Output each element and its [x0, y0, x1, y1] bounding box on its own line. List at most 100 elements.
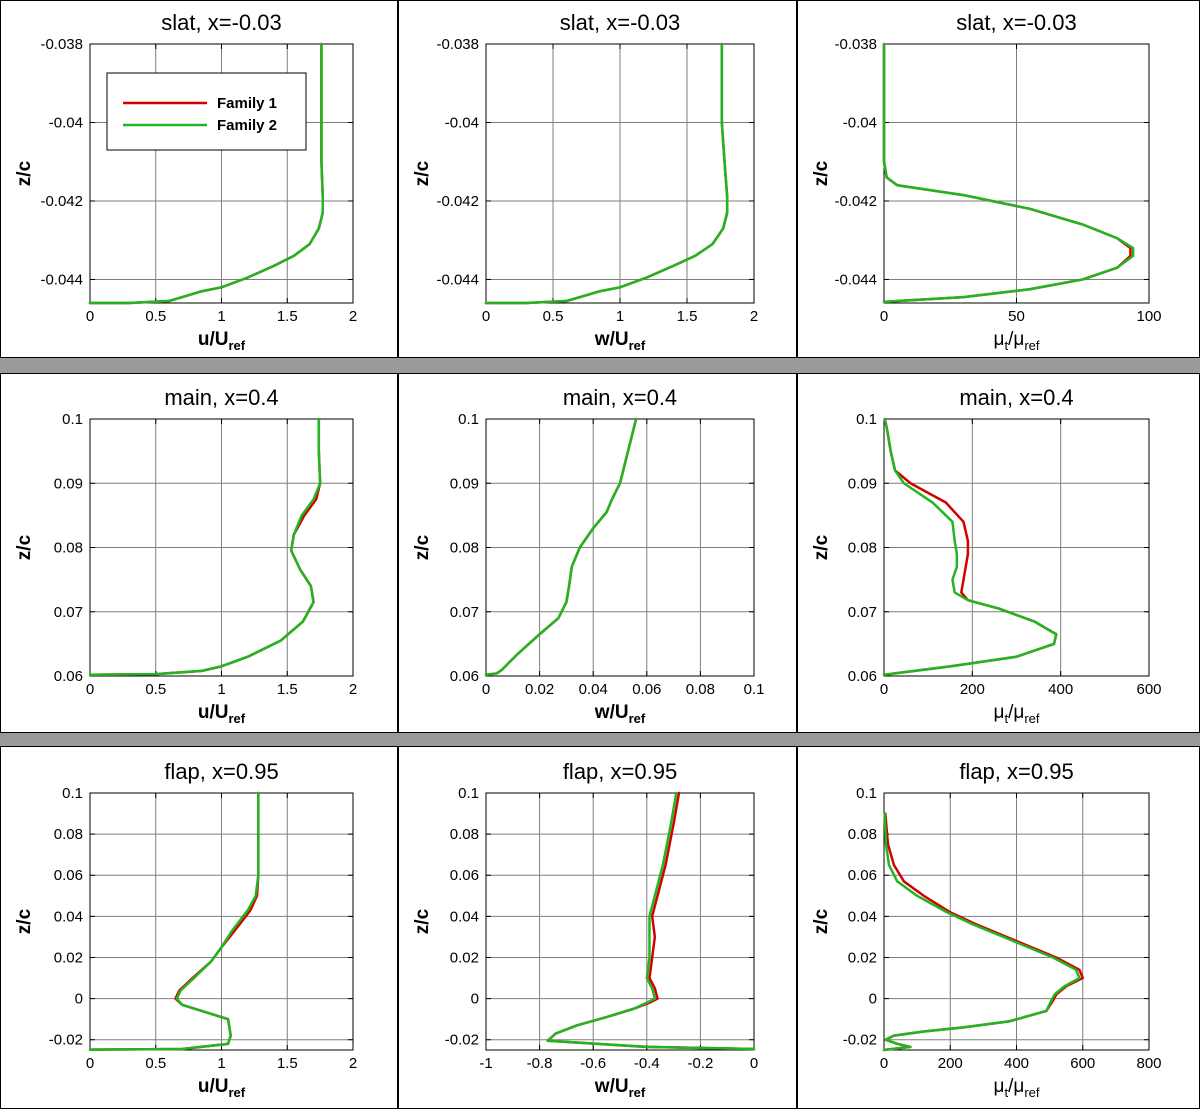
legend-box: [106, 72, 307, 151]
x-tick-label: 100: [1136, 308, 1161, 325]
series-line: [88, 42, 324, 305]
y-tick-label: -0.02: [445, 1032, 479, 1049]
x-tick-label: 400: [1004, 1055, 1029, 1072]
series-line: [88, 791, 260, 1051]
x-tick-label: 1.5: [677, 308, 698, 325]
x-tick-label: 0: [750, 1055, 758, 1072]
x-axis-label: u/Uref: [198, 702, 246, 726]
y-tick-label: 0.08: [54, 826, 83, 843]
y-tick-label: 0.1: [856, 785, 877, 802]
x-tick-label: 1.5: [277, 1055, 298, 1072]
x-tick-label: 400: [1048, 681, 1073, 698]
x-tick-label: 0: [86, 1055, 94, 1072]
chart-title: flap, x=0.95: [563, 759, 677, 784]
x-tick-label: 0.5: [145, 1055, 166, 1072]
y-tick-label: 0.06: [54, 867, 83, 884]
chart-title: main, x=0.4: [164, 385, 278, 410]
chart-title: flap, x=0.95: [959, 759, 1073, 784]
x-tick-label: 800: [1136, 1055, 1161, 1072]
x-tick-label: 0.5: [145, 308, 166, 325]
x-tick-label: 0: [880, 1055, 888, 1072]
x-tick-label: 0: [482, 681, 490, 698]
x-tick-label: 200: [960, 681, 985, 698]
y-tick-label: 0.09: [848, 475, 877, 492]
series-line: [882, 417, 1058, 676]
y-axis-label: z/c: [811, 908, 832, 934]
y-tick-label: 0.04: [450, 908, 479, 925]
x-tick-label: 1: [217, 1055, 225, 1072]
plot-area: [89, 418, 354, 677]
y-tick-label: -0.044: [834, 271, 877, 288]
x-tick-label: 200: [938, 1055, 963, 1072]
y-tick-label: 0.04: [848, 908, 877, 925]
y-tick-label: 0.09: [450, 475, 479, 492]
plot-area: [485, 792, 755, 1051]
plot-area: [485, 418, 755, 677]
x-tick-label: -0.2: [687, 1055, 713, 1072]
panel-frame: [0, 373, 398, 733]
y-tick-label: -0.044: [436, 271, 479, 288]
x-tick-label: 0.5: [145, 681, 166, 698]
y-tick-label: 0: [869, 991, 877, 1008]
y-tick-label: 0.07: [848, 604, 877, 621]
x-tick-label: 0: [86, 681, 94, 698]
chart-panel: slat, x=-0.03 0 0.5 1 1.5 2 -0.044 -0.042 -0.04 -…: [14, 10, 357, 353]
series-line: [484, 42, 729, 305]
plot-area: [883, 418, 1150, 677]
y-tick-label: -0.044: [40, 271, 83, 288]
chart-title: slat, x=-0.03: [161, 10, 281, 35]
y-axis-label: z/c: [412, 160, 433, 186]
x-tick-label: 1.5: [277, 681, 298, 698]
chart-panel: flap, x=0.950 200 400 600 800-0.0200.020.040…: [811, 759, 1162, 1100]
x-tick-label: 2: [750, 308, 758, 325]
chart-panel: main, x=0.4 0 0.02 0.04 0.06 0.08 0.1 0.06 0.07 0…: [412, 385, 764, 726]
chart-panel: slat, x=-0.03 0 0.5 1 1.5 2 -0.044 -0.042 -0.04 -…: [412, 10, 758, 353]
x-tick-label: 0: [880, 308, 888, 325]
x-tick-label: -0.4: [634, 1055, 660, 1072]
x-tick-label: 600: [1070, 1055, 1095, 1072]
x-tick-label: 0.1: [744, 681, 765, 698]
x-tick-label: -0.6: [580, 1055, 606, 1072]
plot-area: [485, 43, 755, 304]
y-axis-label: z/c: [412, 908, 433, 934]
y-tick-label: -0.038: [40, 36, 83, 53]
chart-panel: flap, x=0.95 -1 -0.8 -0.6 -0.4 -0.2 0 -0.02 0 0.0…: [412, 759, 758, 1100]
y-tick-label: 0.06: [450, 867, 479, 884]
y-tick-label: 0.1: [458, 785, 479, 802]
y-axis-label: z/c: [14, 160, 35, 186]
x-tick-label: 0: [482, 308, 490, 325]
x-tick-label: 600: [1136, 681, 1161, 698]
x-tick-label: 0.08: [686, 681, 715, 698]
x-axis-label: μt/μref: [994, 329, 1040, 353]
y-axis-label: z/c: [14, 908, 35, 934]
panel-frame: [398, 0, 797, 358]
x-tick-label: 0.5: [543, 308, 564, 325]
x-axis-label: u/Uref: [198, 329, 246, 353]
y-tick-label: 0: [75, 991, 83, 1008]
y-axis-label: z/c: [14, 534, 35, 560]
x-axis-label: w/Uref: [594, 329, 646, 353]
chart-title: slat, x=-0.03: [560, 10, 680, 35]
y-tick-label: 0.09: [54, 475, 83, 492]
y-tick-label: 0.06: [848, 668, 877, 685]
x-tick-label: -1: [479, 1055, 492, 1072]
x-axis-label: μt/μref: [994, 702, 1040, 726]
x-tick-label: 2: [349, 308, 357, 325]
y-axis-label: z/c: [412, 534, 433, 560]
chart-title: main, x=0.4: [563, 385, 677, 410]
chart-panel: main, x=0.4 0 200 400 600 0.06 0.07 0.08 0.09 0.1…: [811, 385, 1162, 726]
chart-title: flap, x=0.95: [164, 759, 278, 784]
y-tick-label: 0.1: [856, 411, 877, 428]
x-axis-label: w/Uref: [594, 1076, 646, 1100]
row-separator: [0, 733, 1200, 746]
series-line: [882, 42, 1135, 304]
y-tick-label: 0.08: [450, 540, 479, 557]
y-tick-label: 0.08: [54, 540, 83, 557]
series-line: [88, 417, 322, 676]
chart-panel: slat, x=-0.03 0 50 100 -0.044 -0.042 -0.04 -0.0…: [811, 10, 1162, 353]
x-tick-label: -0.8: [527, 1055, 553, 1072]
y-tick-label: 0.1: [458, 411, 479, 428]
y-tick-label: -0.02: [49, 1032, 83, 1049]
